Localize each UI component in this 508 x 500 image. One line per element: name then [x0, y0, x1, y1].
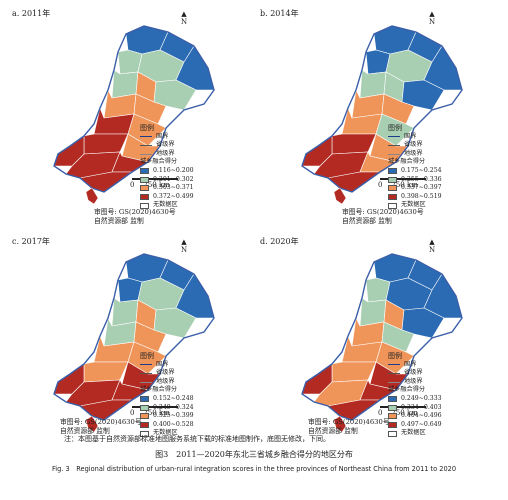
legend-provincial: 省级界 [404, 369, 423, 377]
legend-title: 图例 [388, 352, 402, 360]
legend-title: 图例 [140, 124, 154, 132]
map-panel-2011: a. 2011年 ▲ N 0 250 km 图例 国界 省级界 地级界 城乡融合得… [8, 6, 254, 209]
legend-national: 国界 [404, 360, 417, 368]
panel-label: c. 2017年 [12, 237, 50, 246]
legend-title: 图例 [388, 124, 402, 132]
legend: 图例 国界 省级界 地级界 城乡融合得分 0.249~0.333 0.334~0… [388, 352, 500, 438]
approval-number: 审图号: GS(2020)4630号 自然资源部 监制 [60, 418, 142, 435]
region-polygon [359, 297, 387, 327]
scale-bar: 0 250 km [130, 181, 170, 189]
region-polygon [85, 415, 99, 433]
national-border [53, 253, 215, 421]
legend: 图例 国界 省级界 地级界 城乡融合得分 0.175~0.254 0.255~0… [388, 124, 500, 210]
region-polygon [111, 297, 139, 327]
legend-national: 国界 [404, 132, 417, 140]
map-panel-2014: b. 2014年 ▲ N 0 250 km 图例 国界 省级界 地级界 城乡融合得… [256, 6, 502, 209]
map-panel-2017: c. 2017年 ▲ N 0 250 km 图例 国界 省级界 地级界 城乡融合得… [8, 234, 254, 437]
region-polygon [85, 187, 99, 205]
map-2011 [53, 25, 215, 205]
legend-class-2: 0.249~0.324 [153, 403, 194, 411]
legend-score-title: 城乡融合得分 [388, 158, 426, 166]
map-note: 注：本图基于自然资源部标准地图服务系统下载的标准地图制作，底图无修改，下同。 [64, 435, 330, 443]
region-polygon [331, 361, 377, 383]
legend-class-4: 0.398~0.519 [401, 192, 442, 200]
legend-class-3: 0.303~0.371 [153, 184, 194, 192]
north-arrow: ▲ N [428, 10, 436, 26]
legend-class-1: 0.152~0.248 [153, 394, 194, 402]
region-polygon [331, 133, 377, 155]
approval-number: 审图号: GS(2020)4630号 自然资源部 监制 [94, 208, 176, 225]
national-border [53, 25, 215, 193]
scale-bar: 0 250 km [378, 409, 418, 417]
region-polygon [381, 321, 415, 353]
legend-nodata: 无数据区 [153, 201, 178, 209]
approval-number: 审图号: GS(2020)4630号 自然资源部 监制 [342, 208, 424, 225]
figure-caption-en: Fig. 3 Regional distribution of urban-ru… [51, 465, 457, 473]
north-arrow: ▲ N [180, 238, 188, 254]
map-panel-2020: d. 2020年 ▲ N 0 250 km 图例 国界 省级界 地级界 城乡融合得… [256, 234, 502, 437]
legend-nodata: 无数据区 [153, 429, 178, 437]
legend-class-3: 0.404~0.496 [401, 412, 442, 420]
legend-class-1: 0.116~0.200 [153, 166, 194, 174]
region-polygon [127, 113, 167, 147]
region-polygon [375, 341, 415, 375]
region-polygon [133, 321, 167, 353]
legend-class-2: 0.334~0.403 [401, 403, 442, 411]
legend-national: 国界 [156, 360, 169, 368]
legend-score-title: 城乡融合得分 [388, 386, 426, 394]
legend-nodata: 无数据区 [401, 201, 426, 209]
panel-label: d. 2020年 [260, 237, 299, 246]
approval-number: 审图号: GS(2020)4630号 自然资源部 监制 [308, 418, 390, 435]
scale-bar: 0 250 km [378, 181, 418, 189]
north-arrow: ▲ N [180, 10, 188, 26]
legend-class-1: 0.249~0.333 [401, 394, 442, 402]
legend-class-2: 0.201~0.302 [153, 175, 194, 183]
region-polygon [375, 113, 415, 147]
legend: 图例 国界 省级界 地级界 城乡融合得分 0.152~0.248 0.249~0… [140, 352, 252, 438]
legend-provincial: 省级界 [156, 141, 175, 149]
map-2020 [301, 253, 463, 433]
region-polygon [359, 69, 387, 99]
map-2014 [301, 25, 463, 205]
national-border [301, 25, 463, 193]
legend-class-2: 0.255~0.336 [401, 175, 442, 183]
legend-prefecture: 地级界 [404, 149, 423, 157]
region-polygon [83, 361, 129, 383]
legend-class-1: 0.175~0.254 [401, 166, 442, 174]
legend-class-4: 0.400~0.528 [153, 420, 194, 428]
region-polygon [111, 69, 139, 99]
legend: 图例 国界 省级界 地级界 城乡融合得分 0.116~0.200 0.201~0… [140, 124, 252, 210]
legend-class-4: 0.372~0.499 [153, 192, 194, 200]
scale-bar: 0 250 km [130, 409, 170, 417]
legend-provincial: 省级界 [156, 369, 175, 377]
legend-prefecture: 地级界 [156, 149, 175, 157]
scale-bar-line [132, 406, 178, 408]
legend-class-4: 0.497~0.649 [401, 420, 442, 428]
scale-bar-line [380, 178, 426, 180]
north-arrow: ▲ N [428, 238, 436, 254]
region-polygon [333, 415, 347, 433]
legend-score-title: 城乡融合得分 [140, 158, 178, 166]
legend-national: 国界 [156, 132, 169, 140]
scale-bar-line [380, 406, 426, 408]
legend-prefecture: 地级界 [404, 377, 423, 385]
map-2017 [53, 253, 215, 433]
panel-label: a. 2011年 [12, 9, 51, 18]
legend-class-3: 0.325~0.399 [153, 412, 194, 420]
legend-provincial: 省级界 [404, 141, 423, 149]
legend-title: 图例 [140, 352, 154, 360]
region-polygon [133, 93, 167, 125]
scale-bar-line [132, 178, 178, 180]
region-polygon [381, 93, 415, 125]
region-polygon [83, 133, 129, 155]
region-polygon [127, 341, 167, 375]
legend-prefecture: 地级界 [156, 377, 175, 385]
legend-score-title: 城乡融合得分 [140, 386, 178, 394]
national-border [301, 253, 463, 421]
panel-label: b. 2014年 [260, 9, 299, 18]
region-polygon [333, 187, 347, 205]
figure-caption-zh: 图3 2011—2020年东北三省城乡融合得分的地区分布 [155, 450, 353, 459]
legend-nodata: 无数据区 [401, 429, 426, 437]
legend-class-3: 0.337~0.397 [401, 184, 442, 192]
